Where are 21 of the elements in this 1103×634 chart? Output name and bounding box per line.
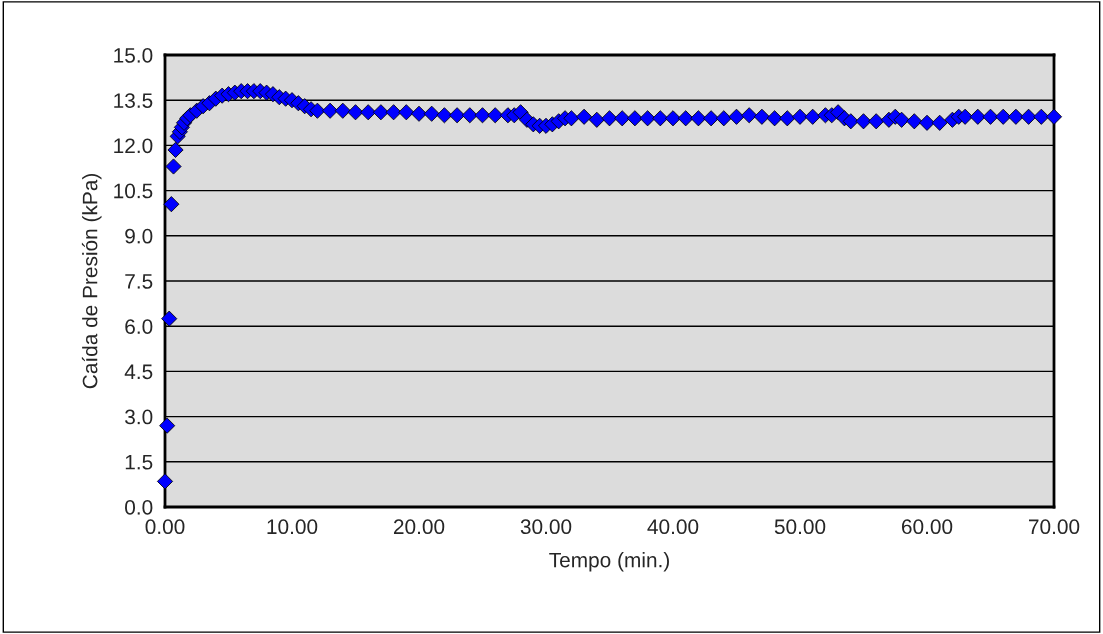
x-tick-label: 40.00 xyxy=(647,519,699,535)
x-tick-label: 20.00 xyxy=(393,519,445,535)
y-tick-label: 12.0 xyxy=(114,138,153,154)
y-tick-label: 15.0 xyxy=(114,48,153,63)
y-tick-label: 13.5 xyxy=(114,93,153,108)
y-tick-label: 3.0 xyxy=(125,409,153,425)
y-tick-label: 0.0 xyxy=(125,500,153,515)
y-tick-label: 10.5 xyxy=(114,183,153,199)
x-axis-title: Tempo (min.) xyxy=(549,552,669,572)
x-tick-label: 30.00 xyxy=(520,519,572,535)
x-tick-label: 70.00 xyxy=(1029,519,1080,535)
y-axis-title: Caída de Presión (kPa) xyxy=(81,174,102,389)
x-tick-label: 60.00 xyxy=(901,519,953,535)
y-tick-label: 6.0 xyxy=(125,319,153,334)
x-tick-label: 10.00 xyxy=(267,519,318,535)
x-tick-label: 0.00 xyxy=(145,519,185,535)
y-tick-label: 4.5 xyxy=(124,364,153,380)
y-tick-label: 9.0 xyxy=(125,228,153,244)
y-tick-label: 7.5 xyxy=(125,274,153,289)
y-tick-label: 1.5 xyxy=(125,455,153,470)
x-tick-label: 50.00 xyxy=(774,519,826,535)
